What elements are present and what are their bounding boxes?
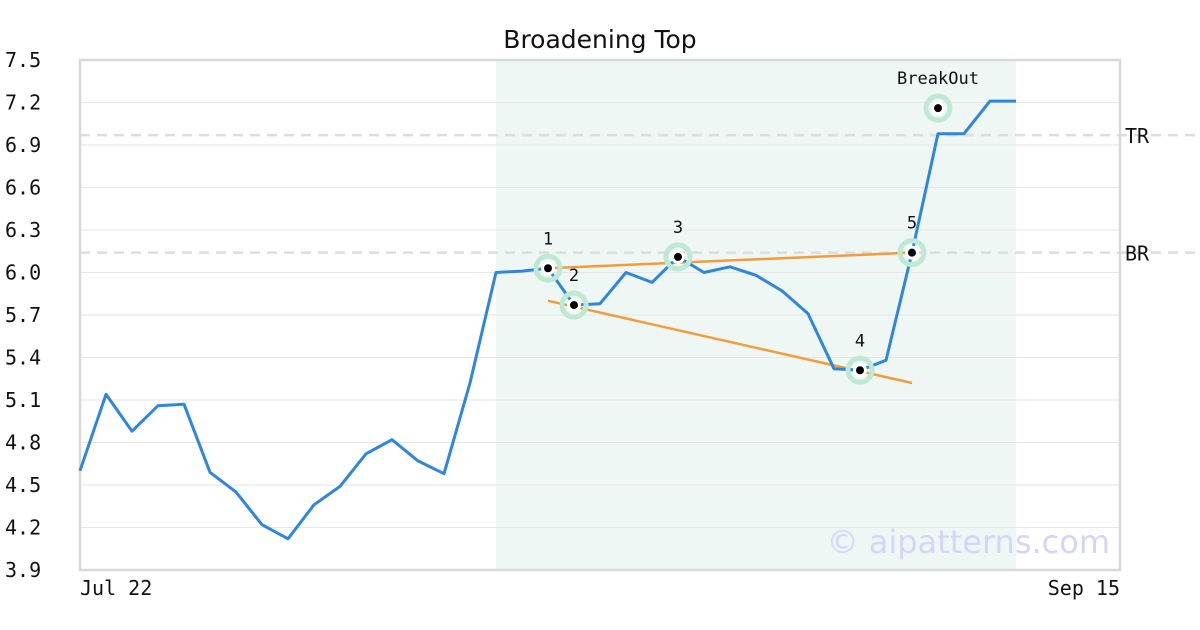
pattern-point-label: 1 (543, 229, 553, 249)
y-tick-label: 4.5 (5, 473, 41, 497)
pattern-point-dot (674, 252, 682, 261)
pattern-point-dot (934, 104, 942, 113)
y-tick-label: 7.2 (5, 91, 41, 115)
level-label-br: BR (1125, 242, 1150, 266)
y-tick-label: 3.9 (5, 558, 41, 582)
pattern-point-label: 3 (673, 218, 683, 238)
pattern-point-halo (923, 93, 953, 123)
trendline (547, 251, 913, 270)
y-tick-label: 5.4 (5, 346, 41, 370)
y-tick-label: 7.5 (5, 48, 41, 72)
pattern-point-dot (908, 248, 916, 257)
x-tick-label: Jul 22 (80, 576, 152, 600)
pattern-point-halo (663, 242, 693, 272)
plot-frame (78, 58, 1122, 572)
pattern-point-label: 4 (855, 331, 865, 351)
pattern-point-halo (897, 238, 927, 268)
pattern-point-label: BreakOut (897, 69, 979, 89)
pattern-point-dot (544, 264, 552, 273)
y-tick-label: 6.3 (5, 218, 41, 242)
pattern-point-dot (856, 366, 864, 375)
y-tick-label: 4.2 (5, 516, 41, 540)
pattern-point-label: 5 (907, 214, 917, 234)
watermark: © aipatterns.com (827, 523, 1110, 561)
pattern-point-halo (533, 253, 563, 283)
pattern-point-dot (570, 301, 578, 310)
pattern-point-halo (559, 290, 589, 320)
level-label-tr: TR (1125, 124, 1150, 148)
pattern-point-label: 2 (569, 266, 579, 286)
y-tick-label: 6.6 (5, 176, 41, 200)
y-tick-label: 5.7 (5, 303, 41, 327)
y-tick-label: 6.9 (5, 133, 41, 157)
x-tick-label: Sep 15 (1048, 576, 1120, 600)
chart-title: Broadening Top (503, 25, 696, 54)
pattern-point-halo (845, 355, 875, 385)
y-tick-label: 6.0 (5, 261, 41, 285)
y-tick-label: 5.1 (5, 388, 41, 412)
y-tick-label: 4.8 (5, 431, 41, 455)
